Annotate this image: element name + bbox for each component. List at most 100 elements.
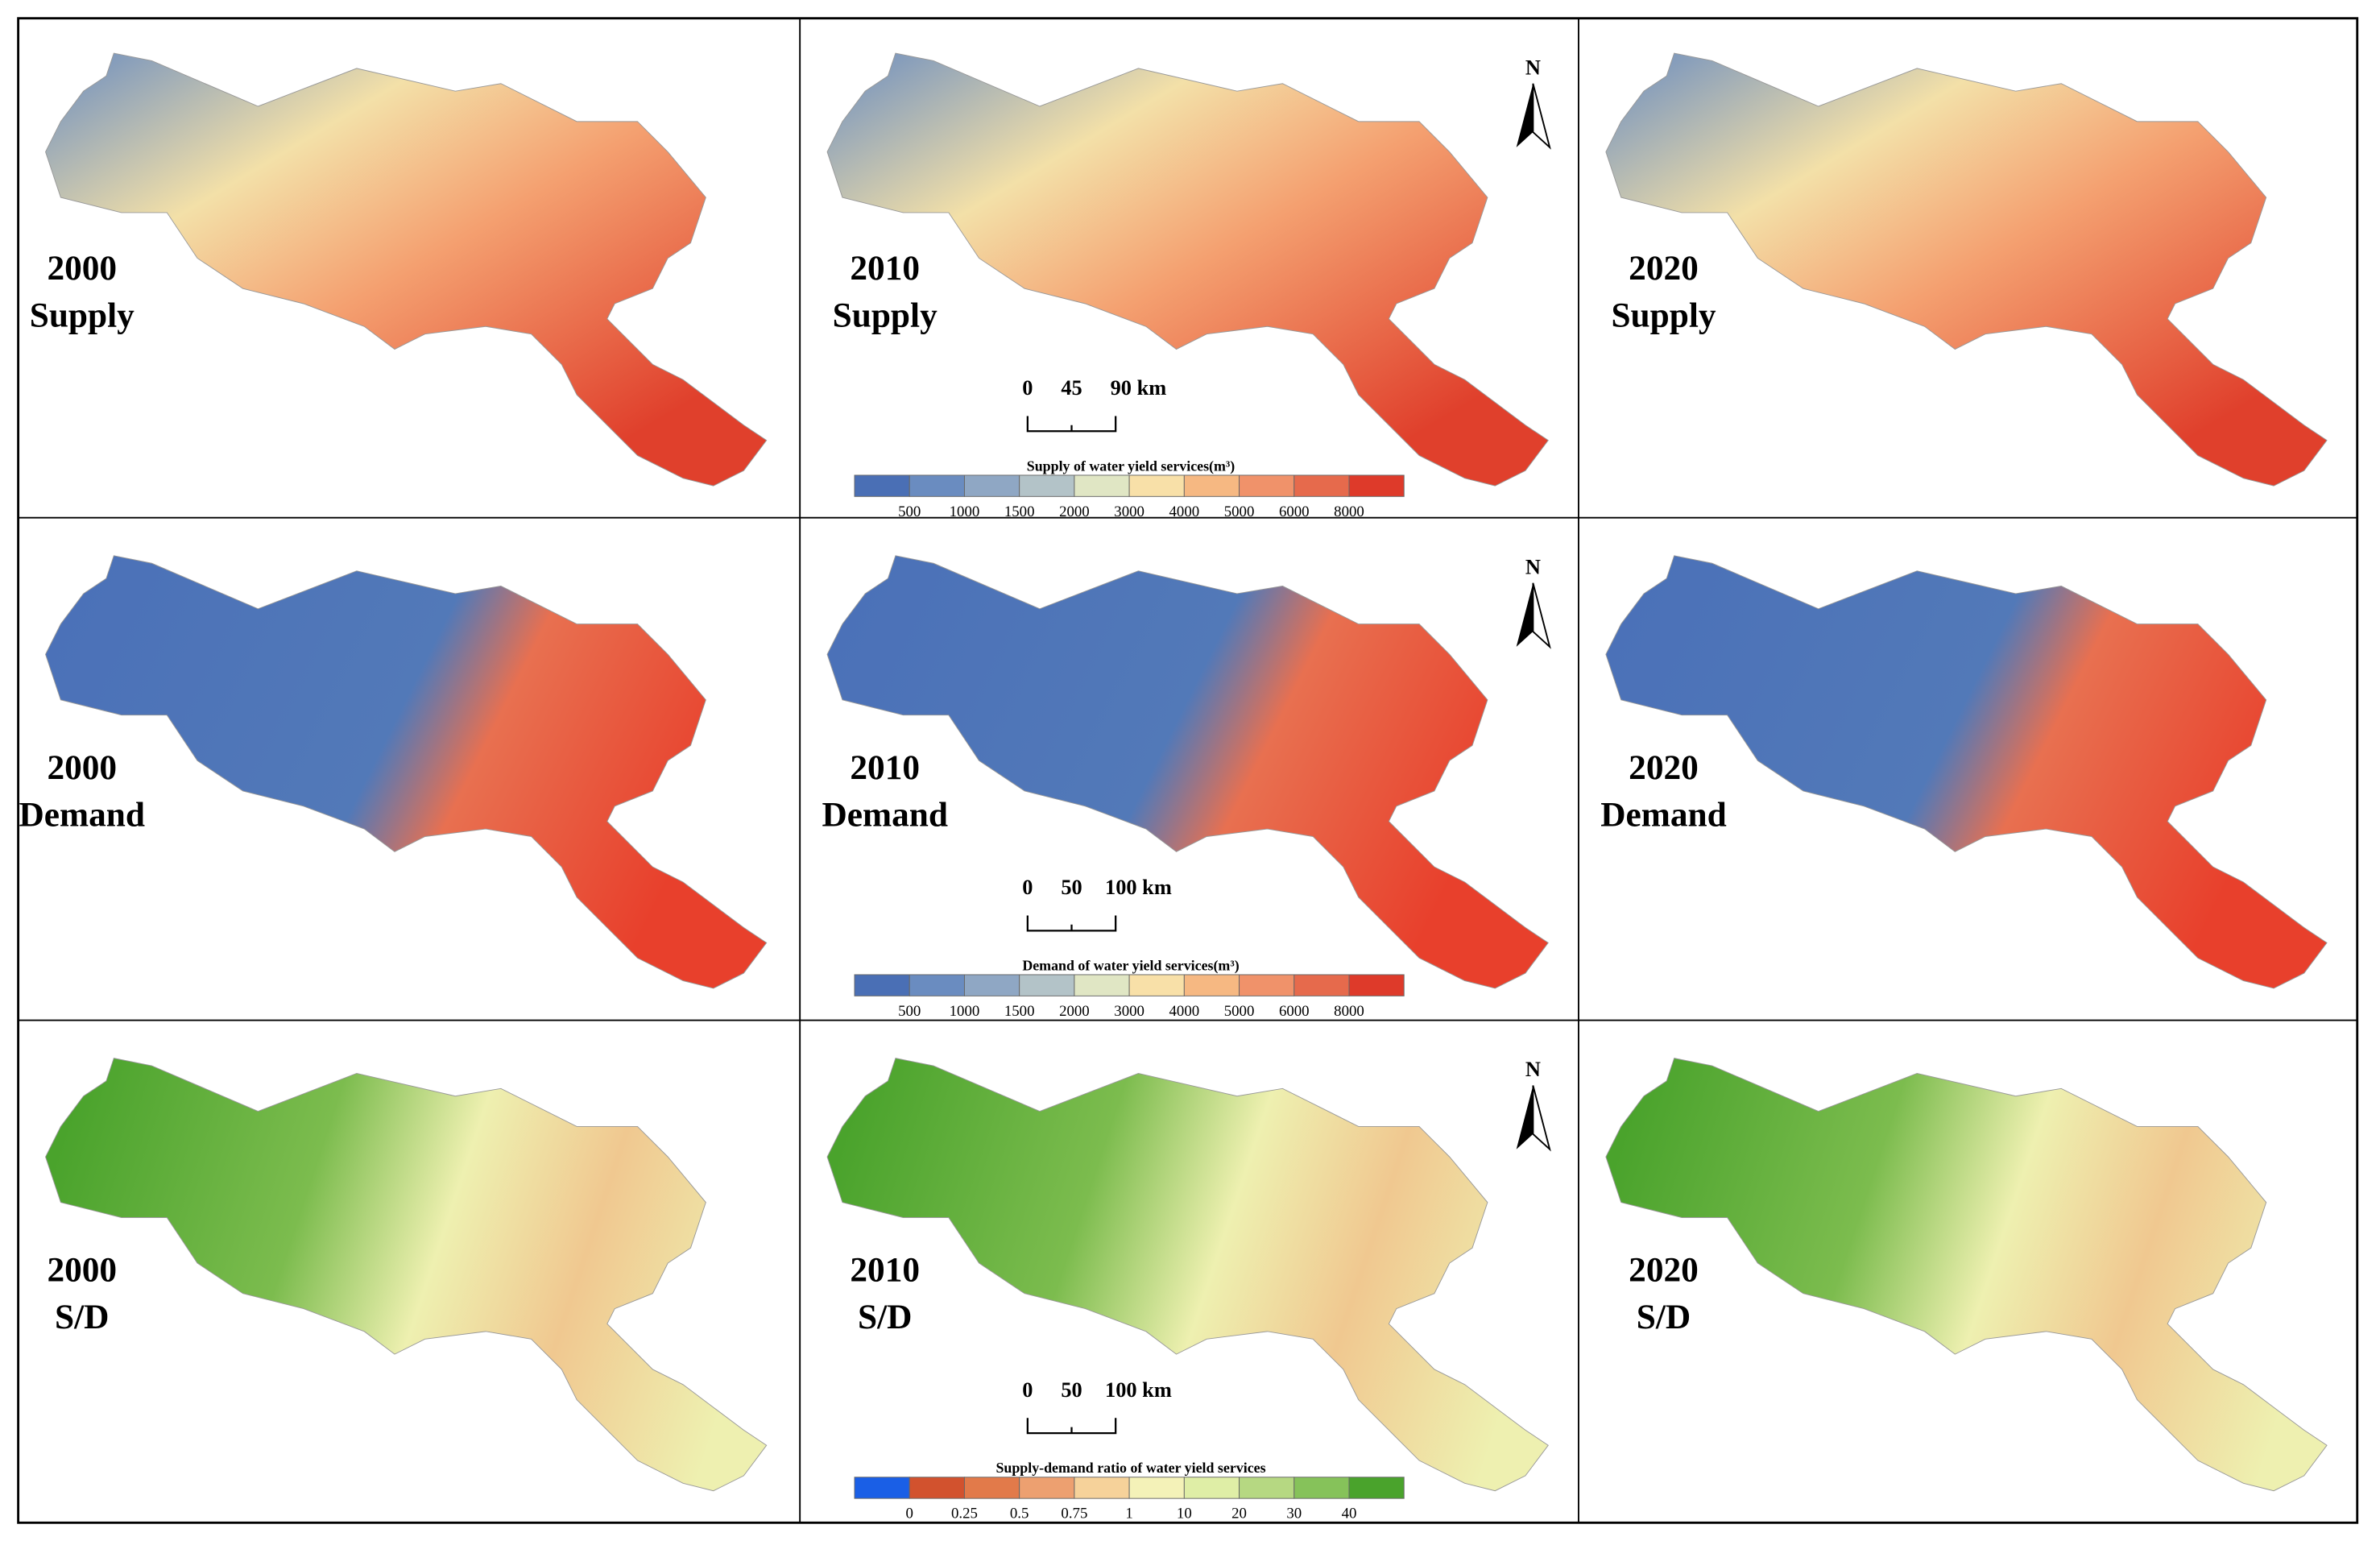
north-arrow: [1532, 83, 1551, 150]
legend-swatch: [1074, 474, 1130, 497]
panel-year: 2010: [850, 1251, 920, 1290]
panel-label: Demand: [1600, 795, 1726, 834]
legend-swatch: [1128, 974, 1185, 996]
legend-swatch: [854, 474, 910, 497]
legend-label: 6000: [1279, 503, 1310, 520]
legend-label: 500: [898, 503, 921, 520]
panel-label: Supply: [30, 296, 135, 334]
legend-label: 500: [898, 1003, 921, 1020]
basin-map: [826, 52, 1550, 487]
legend-label: 1000: [950, 1003, 980, 1020]
legend-label: 0.75: [1061, 1506, 1087, 1522]
scale-label: 90 km: [1111, 375, 1167, 400]
legend-swatch: [1128, 1477, 1185, 1499]
legend-label: 4000: [1169, 503, 1200, 520]
scale-bar: [1026, 1418, 1117, 1435]
scale-label: 100 km: [1105, 1377, 1172, 1402]
panel-year: 2020: [1629, 748, 1699, 787]
legend-swatch: [1348, 474, 1405, 497]
panel-year: 2020: [1629, 249, 1699, 288]
north-label: N: [1525, 554, 1541, 578]
panel-year: 2000: [47, 748, 117, 787]
legend-label: 2000: [1059, 503, 1090, 520]
panel-label: Supply: [1611, 296, 1716, 334]
legend-swatch: [1293, 974, 1350, 996]
panel-year: 2000: [47, 249, 117, 288]
north-label: N: [1525, 1057, 1541, 1081]
basin-map: [1604, 554, 2328, 989]
north-arrow: [1532, 582, 1551, 649]
legend-swatch: [1074, 974, 1130, 996]
legend-label: 0.5: [1010, 1506, 1029, 1522]
legend-swatch: [1239, 974, 1295, 996]
north-label: N: [1525, 55, 1541, 79]
frame: [17, 17, 2359, 1524]
panel-year: 2020: [1629, 1251, 1699, 1290]
scale-label: 100 km: [1105, 875, 1172, 899]
legend-swatch: [1293, 1477, 1350, 1499]
basin-map: [1604, 52, 2328, 487]
panel-label: Demand: [822, 795, 947, 834]
north-arrow: [1532, 1085, 1551, 1152]
legend-swatch: [1183, 974, 1240, 996]
scale-label: 50: [1061, 1377, 1082, 1402]
legend-label: 0: [906, 1506, 913, 1522]
legend-swatch: [1239, 474, 1295, 497]
north-arrow: [1516, 83, 1534, 147]
legend-title: Supply-demand ratio of water yield servi…: [995, 1460, 1265, 1476]
legend-label: 30: [1286, 1506, 1302, 1522]
legend-label: 5000: [1224, 503, 1255, 520]
legend-swatch: [854, 1477, 910, 1499]
scale-label: 0: [1022, 875, 1033, 899]
legend-label: 10: [1177, 1506, 1192, 1522]
legend-swatch: [909, 974, 965, 996]
basin-map: [44, 554, 768, 989]
scale-bar: [1026, 915, 1117, 932]
panel-label: Demand: [19, 795, 145, 834]
legend-swatch: [963, 1477, 1020, 1499]
legend-swatch: [1019, 974, 1075, 996]
legend-label: 20: [1231, 1506, 1247, 1522]
legend-swatch: [1348, 974, 1405, 996]
legend-swatch: [1019, 474, 1075, 497]
legend-label: 8000: [1334, 1003, 1364, 1020]
panel-label: S/D: [1637, 1298, 1691, 1336]
legend-swatch: [1074, 1477, 1130, 1499]
legend-title: Demand of water yield services(m³): [1022, 957, 1239, 974]
scale-label: 0: [1022, 375, 1033, 400]
panel-label: S/D: [55, 1298, 109, 1336]
basin-map: [44, 52, 768, 487]
legend-swatch: [1019, 1477, 1075, 1499]
scale-label: 0: [1022, 1377, 1033, 1402]
scale-label: 50: [1061, 875, 1082, 899]
legend-label: 1500: [1004, 1003, 1035, 1020]
legend-label: 1: [1125, 1506, 1132, 1522]
legend-swatch: [963, 974, 1020, 996]
panel-year: 2010: [850, 249, 920, 288]
legend-title: Supply of water yield services(m³): [1027, 458, 1235, 474]
legend-label: 1500: [1004, 503, 1035, 520]
basin-map: [44, 1057, 768, 1492]
legend-swatch: [909, 1477, 965, 1499]
legend-label: 40: [1342, 1506, 1357, 1522]
legend-swatch: [1183, 1477, 1240, 1499]
basin-map: [826, 1057, 1550, 1492]
legend-label: 8000: [1334, 503, 1364, 520]
legend-swatch: [854, 974, 910, 996]
legend-label: 6000: [1279, 1003, 1310, 1020]
legend-label: 4000: [1169, 1003, 1200, 1020]
legend-swatch: [1293, 474, 1350, 497]
north-arrow: [1516, 582, 1534, 647]
panel-year: 2000: [47, 1251, 117, 1290]
legend-label: 5000: [1224, 1003, 1255, 1020]
legend-label: 0.25: [951, 1506, 978, 1522]
legend-label: 2000: [1059, 1003, 1090, 1020]
legend-swatch: [1128, 474, 1185, 497]
panel-year: 2010: [850, 748, 920, 787]
panel-label: Supply: [833, 296, 938, 334]
legend-swatch: [1183, 474, 1240, 497]
panel-label: S/D: [858, 1298, 912, 1336]
north-arrow: [1516, 1085, 1534, 1150]
scale-label: 45: [1061, 375, 1082, 400]
